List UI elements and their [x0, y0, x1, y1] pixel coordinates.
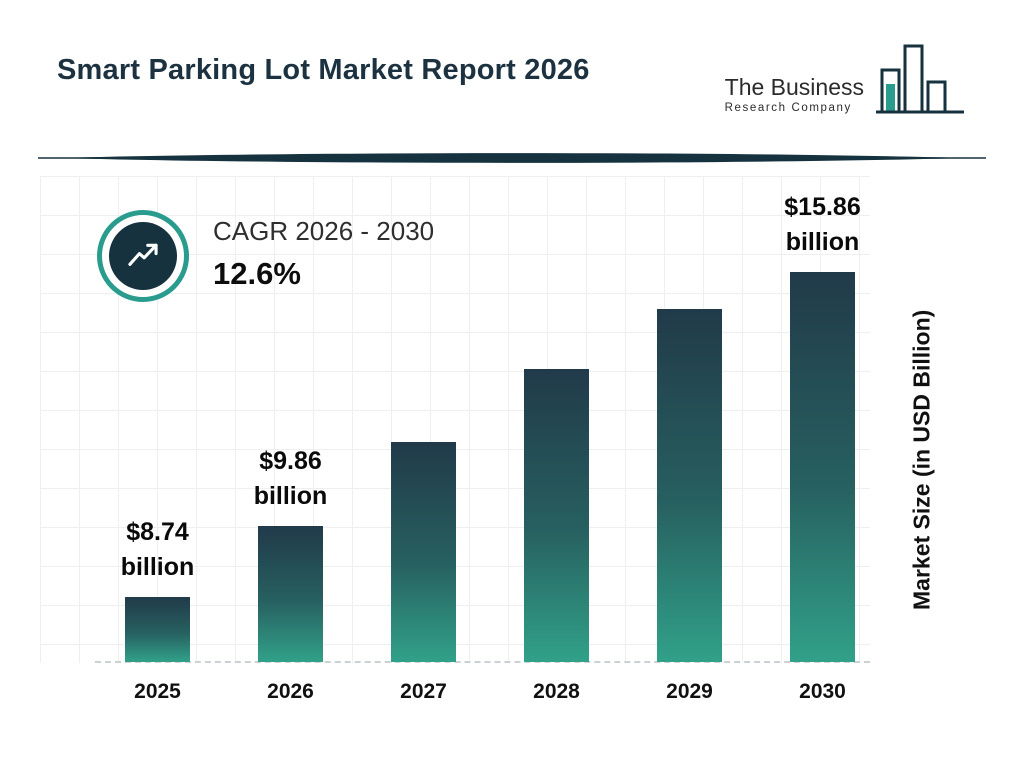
- x-tick-2030: 2030: [799, 680, 846, 703]
- cagr-badge: CAGR 2026 - 2030 12.6%: [97, 210, 434, 302]
- trending-up-icon: [128, 243, 158, 266]
- cagr-value: 12.6%: [213, 256, 301, 291]
- bar-value-label-2025: $8.74 billion: [120, 518, 195, 581]
- x-tick-2027: 2027: [400, 680, 447, 703]
- logo-name: The Business: [724, 74, 864, 100]
- x-tick-2026: 2026: [267, 680, 314, 703]
- bar-2028: [524, 369, 589, 662]
- logo-text: The Business Research Company: [725, 74, 864, 122]
- bars-row: $8.74 billion $9.86 billion $15.86 billion: [40, 190, 870, 662]
- x-tick-2029: 2029: [666, 680, 713, 703]
- y-axis-label: Market Size (in USD Billion): [908, 309, 935, 611]
- bar-2025: [125, 597, 190, 662]
- bar-slot-2025: $8.74 billion: [121, 515, 194, 662]
- cagr-label: CAGR 2026 - 2030: [213, 216, 435, 246]
- x-tick-2025: 2025: [134, 680, 181, 703]
- bar-slot-2026: $9.86 billion: [254, 444, 327, 662]
- x-axis-labels: 2025 2026 2027 2028 2029 2030: [40, 680, 870, 704]
- logo-subtitle: Research Company: [724, 102, 852, 114]
- cagr-text: CAGR 2026 - 2030 12.6%: [213, 210, 434, 292]
- bar-2026: [258, 526, 323, 662]
- logo-bars-icon: [876, 44, 964, 114]
- x-tick-2028: 2028: [533, 680, 580, 703]
- bar-value-label-2026: $9.86 billion: [253, 447, 328, 510]
- bar-2027: [391, 442, 456, 662]
- bar-2030: [790, 272, 855, 662]
- bar-2029: [657, 309, 722, 662]
- company-logo: The Business Research Company: [725, 40, 966, 122]
- bar-slot-2030: $15.86 billion: [784, 190, 861, 662]
- cagr-circle: [109, 222, 177, 290]
- chart-area: $8.74 billion $9.86 billion $15.86 billion: [40, 176, 870, 663]
- bar-slot-2027: [391, 442, 456, 662]
- page-title: Smart Parking Lot Market Report 2026: [57, 54, 590, 86]
- axis-baseline: [95, 661, 870, 663]
- bar-value-label-2030: $15.86 billion: [784, 193, 861, 256]
- bar-slot-2029: [657, 309, 722, 662]
- cagr-ring: [97, 210, 189, 302]
- divider-line: [38, 153, 986, 163]
- bar-slot-2028: [524, 369, 589, 662]
